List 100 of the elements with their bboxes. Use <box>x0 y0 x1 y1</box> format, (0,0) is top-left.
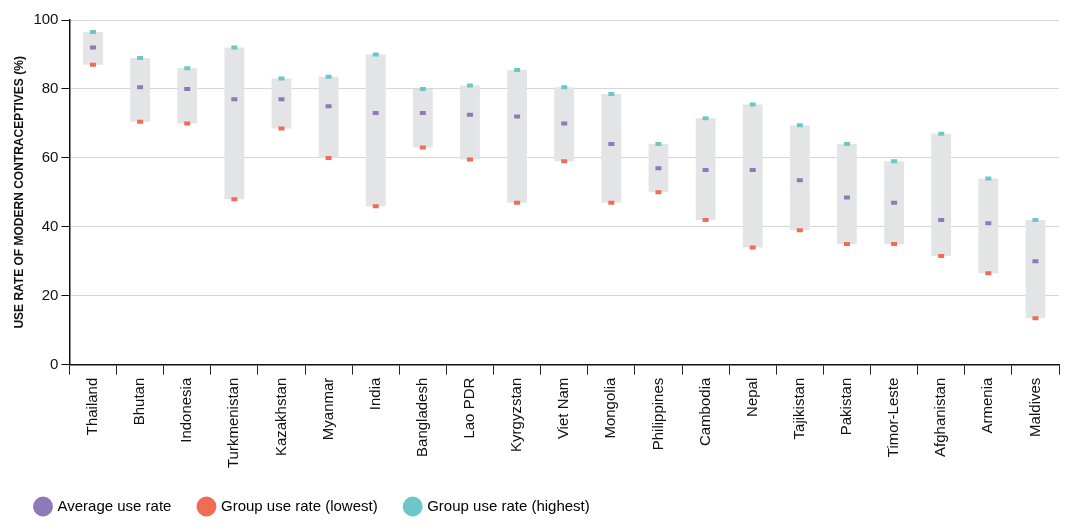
point <box>419 86 426 91</box>
x-tick-label: Indonesia <box>177 377 195 443</box>
point <box>561 85 568 90</box>
bar <box>931 133 952 257</box>
x-tick-label: Myanmar <box>318 377 336 441</box>
bar <box>412 88 433 148</box>
point <box>278 97 285 102</box>
x-tick-label: Kyrgyzstan <box>507 377 525 452</box>
point <box>843 195 850 200</box>
point <box>561 159 568 164</box>
x-tick-label: Tajikistan <box>789 377 807 440</box>
point <box>749 245 756 250</box>
bar <box>601 94 622 203</box>
x-tick-label: Pakistan <box>837 377 855 436</box>
point <box>608 200 615 205</box>
point <box>749 167 756 172</box>
point <box>231 97 238 102</box>
bar <box>460 85 480 160</box>
x-tick-label: Thailand <box>83 377 101 436</box>
point <box>325 104 332 109</box>
bar <box>83 32 103 65</box>
point <box>843 142 850 147</box>
point <box>372 204 379 209</box>
bar <box>837 144 857 245</box>
point <box>655 190 662 195</box>
point <box>702 116 709 121</box>
bar <box>695 118 716 220</box>
point <box>938 254 945 259</box>
x-tick-label: Turkmenistan <box>224 377 242 468</box>
point <box>184 121 191 126</box>
bar <box>177 68 198 124</box>
point <box>702 167 709 172</box>
point <box>419 111 426 116</box>
point <box>514 200 521 205</box>
y-tick-label: 20 <box>41 285 59 303</box>
x-tick-label: Armenia <box>978 377 996 434</box>
point <box>325 155 332 160</box>
bar <box>365 54 386 207</box>
y-tick-label: 80 <box>41 79 59 97</box>
point <box>843 242 850 247</box>
bar <box>884 161 904 245</box>
bar <box>507 69 527 203</box>
x-tick-label: India <box>365 377 383 411</box>
point <box>702 217 709 222</box>
point <box>325 74 332 79</box>
bar <box>554 87 575 162</box>
point <box>1032 316 1039 321</box>
bar <box>648 144 669 193</box>
point <box>749 102 756 107</box>
point <box>655 142 662 147</box>
point <box>608 142 615 147</box>
point <box>1032 217 1039 222</box>
legend-label: Group use rate (highest) <box>427 496 590 514</box>
x-tick-label: Philippines <box>648 377 666 451</box>
x-tick-label: Bhutan <box>130 377 148 426</box>
point <box>608 92 615 97</box>
point <box>561 121 568 126</box>
point <box>419 145 426 150</box>
point <box>985 271 992 276</box>
point <box>985 221 992 226</box>
bar <box>742 104 763 248</box>
bar <box>271 78 292 129</box>
bar <box>1025 219 1046 319</box>
point <box>891 159 898 164</box>
point <box>796 123 803 128</box>
point <box>184 86 191 91</box>
point <box>466 83 473 88</box>
point <box>278 76 285 81</box>
point <box>985 176 992 181</box>
x-tick-label: Viet Nam <box>554 377 572 440</box>
x-tick-label: Maldives <box>1025 377 1043 437</box>
point <box>796 178 803 183</box>
point <box>184 66 191 71</box>
x-tick-label: Nepal <box>742 377 760 417</box>
x-tick-label: Kazakhstan <box>271 377 289 457</box>
x-tick-label: Cambodia <box>695 377 713 447</box>
bar <box>978 178 999 274</box>
point <box>137 85 144 90</box>
y-tick-label: 40 <box>41 216 59 234</box>
point <box>938 217 945 222</box>
point <box>655 166 662 171</box>
point <box>938 131 945 136</box>
x-tick-label: Timor-Leste <box>884 377 902 458</box>
point <box>372 111 379 116</box>
legend-label: Group use rate (lowest) <box>220 496 378 514</box>
bar <box>224 47 245 200</box>
point <box>891 242 898 247</box>
point <box>278 126 285 131</box>
bar <box>130 57 151 122</box>
point <box>89 30 96 35</box>
y-axis-title: USE RATE OF MODERN CONTRACEPTIVES (%) <box>11 56 26 329</box>
y-tick-label: 60 <box>41 148 59 166</box>
point <box>796 228 803 233</box>
point <box>137 55 144 60</box>
point <box>372 52 379 57</box>
point <box>89 45 96 50</box>
x-tick-label: Bangladesh <box>412 377 430 457</box>
x-tick-label: Mongolia <box>601 377 619 439</box>
legend-label: Average use rate <box>57 496 172 514</box>
point <box>89 62 96 67</box>
